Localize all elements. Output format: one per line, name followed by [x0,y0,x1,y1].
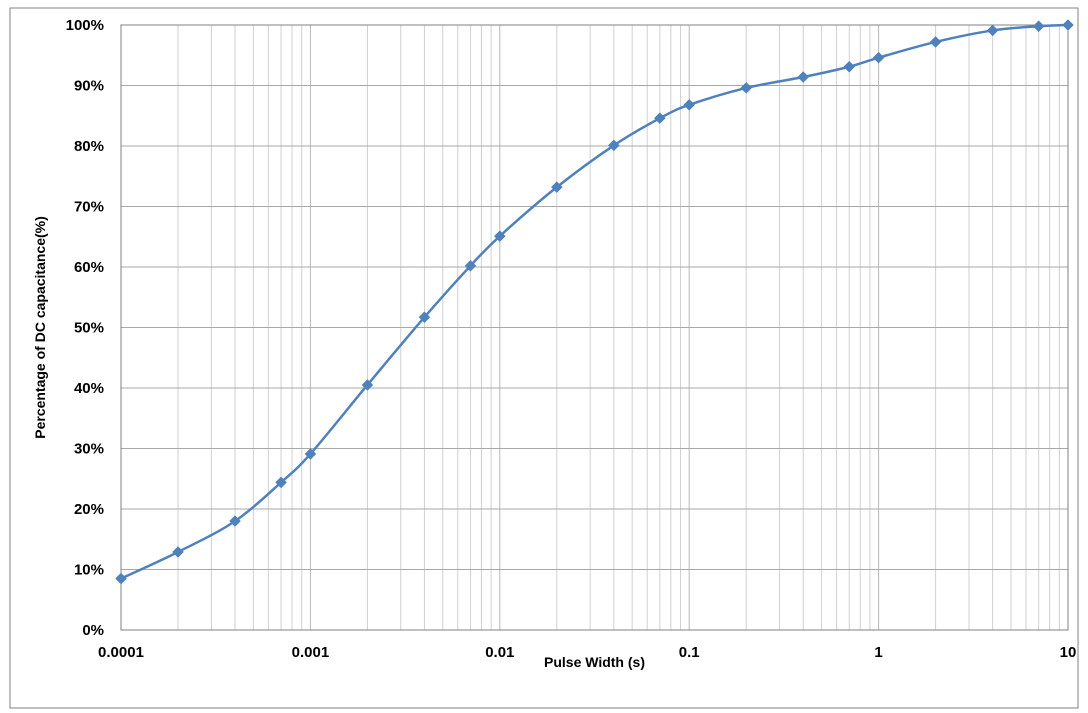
y-tick-label: 70% [74,199,104,216]
data-point [304,448,317,460]
x-tick-label: 1 [874,644,882,661]
data-point [275,476,287,489]
series-layer [115,19,1074,585]
data-point [550,181,563,193]
y-tick-label: 100% [66,17,104,34]
data-point [229,515,241,527]
data-point [654,112,666,125]
grid [120,24,1068,631]
x-tick-label: 10 [1060,644,1077,661]
data-point [1062,19,1074,31]
data-point [607,139,620,152]
x-axis-title: Pulse Width (s) [544,654,645,670]
data-point [115,572,127,585]
plot-area-frame [120,24,1069,631]
data-point [929,36,942,48]
data-point [361,379,374,391]
y-tick-label: 30% [74,441,104,458]
data-point [986,24,999,37]
y-axis-tick-labels: 0% 10% 20% 30% 40% 50% 60% 70% 80% 90% 100% [66,17,104,639]
y-tick-label: 10% [74,562,104,579]
data-point [843,60,856,73]
x-tick-label: 0.01 [485,644,514,661]
y-tick-label: 50% [74,320,104,337]
x-tick-label: 0.001 [292,644,330,661]
data-point [740,82,753,94]
y-tick-label: 20% [74,501,104,518]
data-point [493,230,506,242]
y-tick-label: 90% [74,78,104,95]
chart-area-border [9,7,1079,709]
y-tick-label: 80% [74,138,104,155]
data-point [418,311,431,324]
x-axis-tick-labels: 0.0001 0.001 0.01 0.1 1 10 [98,644,1076,661]
data-point [172,546,184,558]
y-tick-label: 60% [74,259,104,276]
data-point [1032,20,1045,33]
series-line [120,23,1069,580]
data-point [872,51,885,64]
data-point [683,99,696,111]
y-axis-title: Percentage of DC capacitance(%) [32,216,48,439]
y-tick-label: 40% [74,380,104,397]
data-point [797,71,810,83]
data-point [464,259,477,272]
x-tick-label: 0.1 [679,644,700,661]
y-tick-label: 0% [82,622,104,639]
x-tick-label: 0.0001 [98,644,144,661]
